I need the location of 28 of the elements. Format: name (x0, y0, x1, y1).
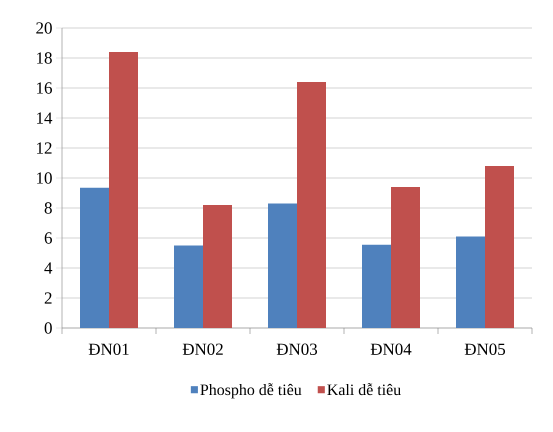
y-tick-label: 16 (37, 82, 52, 94)
bar (362, 244, 391, 328)
y-tick-label: 12 (37, 142, 52, 154)
y-tick-label: 0 (44, 322, 52, 334)
bar (391, 187, 420, 328)
bar (109, 52, 138, 328)
bar (203, 205, 232, 328)
x-tick-label: ĐN02 (182, 344, 223, 355)
bar (456, 236, 485, 328)
y-tick-label: 20 (36, 22, 52, 34)
legend-label: Kali dễ tiêu (327, 383, 401, 396)
y-tick-label: 18 (37, 52, 52, 64)
bar (485, 166, 514, 328)
legend-label: Phospho dễ tiêu (200, 383, 302, 398)
y-tick-label: 8 (44, 202, 52, 214)
x-tick-label: ĐN01 (88, 344, 129, 355)
bar (174, 246, 203, 328)
y-tick-label: 10 (37, 172, 52, 184)
bar (297, 82, 326, 328)
y-tick-label: 2 (44, 292, 52, 304)
y-tick-label: 4 (44, 262, 52, 274)
x-tick-label: ĐN03 (276, 344, 318, 355)
x-tick-label: ĐN05 (464, 344, 506, 355)
y-tick-label: 6 (44, 232, 52, 244)
y-tick-label: 14 (37, 112, 52, 124)
x-tick-label: ĐN04 (370, 344, 412, 355)
bar (268, 204, 297, 328)
bar (80, 188, 109, 328)
